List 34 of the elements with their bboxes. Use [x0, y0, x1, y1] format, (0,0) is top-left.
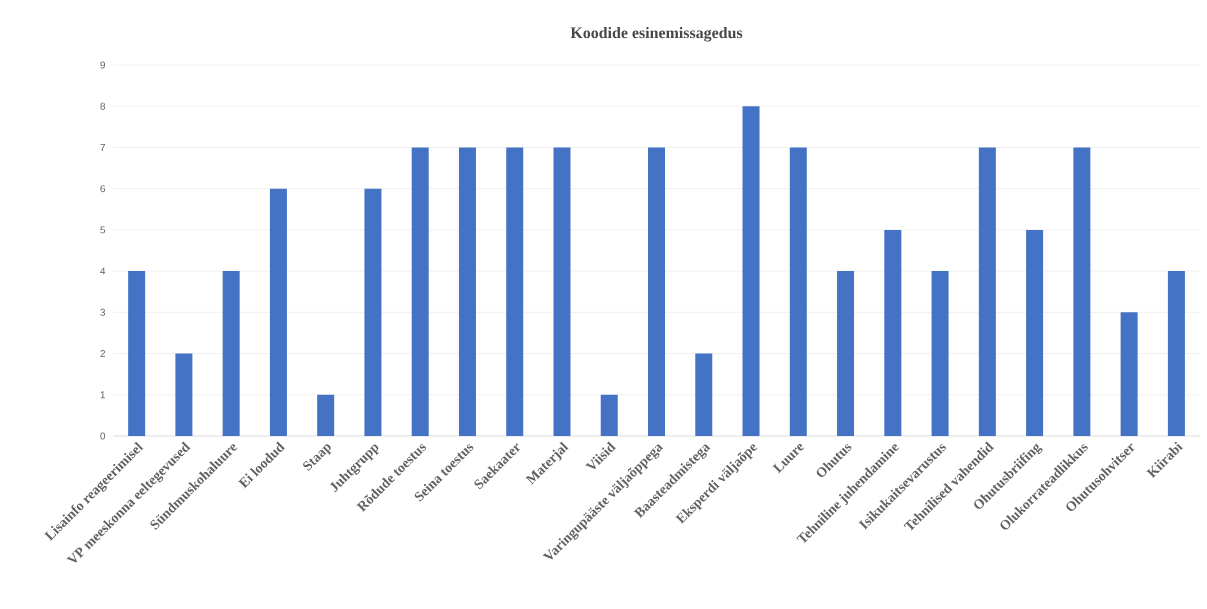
bar — [553, 147, 571, 436]
y-tick-label: 1 — [100, 391, 105, 399]
bar — [175, 353, 193, 436]
y-tick-label: 0 — [100, 432, 106, 440]
bar — [411, 147, 429, 436]
bar — [269, 188, 287, 436]
bar — [1026, 229, 1044, 436]
bar — [884, 229, 902, 436]
bar — [978, 147, 996, 436]
y-tick-label: 6 — [100, 185, 106, 193]
bar — [931, 271, 949, 436]
bar — [1120, 312, 1138, 436]
bar — [128, 271, 146, 436]
chart-title: Koodide esinemissagedus — [570, 26, 743, 42]
y-tick-label: 7 — [100, 144, 105, 151]
y-tick-label: 2 — [100, 350, 105, 358]
bar — [742, 106, 760, 436]
bar — [837, 271, 855, 436]
bar — [364, 188, 382, 436]
bar — [789, 147, 807, 436]
bar — [1167, 271, 1185, 436]
bar — [1073, 147, 1091, 436]
bar — [506, 147, 524, 436]
bar — [648, 147, 666, 436]
bar — [317, 394, 335, 436]
y-tick-label: 9 — [100, 61, 106, 69]
y-tick-label: 3 — [100, 308, 106, 316]
bar — [458, 147, 476, 436]
y-tick-label: 5 — [100, 226, 106, 234]
y-tick-label: 4 — [100, 267, 106, 275]
bar — [222, 271, 240, 436]
bar — [600, 394, 618, 436]
y-tick-label: 8 — [100, 102, 106, 110]
bar — [695, 353, 713, 436]
